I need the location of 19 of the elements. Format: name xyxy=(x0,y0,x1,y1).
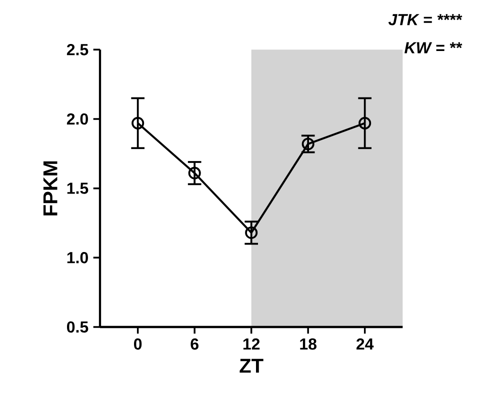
x-tick-label: 0 xyxy=(134,338,142,350)
x-axis-title: ZT xyxy=(240,358,264,373)
text: KW = ** xyxy=(404,42,462,54)
y-tick-label: 2.0 xyxy=(66,113,88,125)
point xyxy=(245,226,258,239)
y-tick-label: 2.5 xyxy=(66,44,88,56)
point xyxy=(358,116,372,130)
y-tick-label: 1.0 xyxy=(67,252,88,264)
x-tick-label: 24 xyxy=(356,338,374,350)
point xyxy=(302,138,314,150)
point xyxy=(132,116,144,130)
x-tick-label: 12 xyxy=(243,338,260,350)
y-tick-label: 1.5 xyxy=(67,182,88,194)
x-tick-label: 18 xyxy=(300,338,316,350)
y-axis-title: FPKM xyxy=(43,161,58,216)
y-tick-label: 0.5 xyxy=(67,321,88,333)
point xyxy=(188,166,201,180)
x-tick-label: 6 xyxy=(190,338,198,350)
text: JTK = **** xyxy=(388,14,462,26)
